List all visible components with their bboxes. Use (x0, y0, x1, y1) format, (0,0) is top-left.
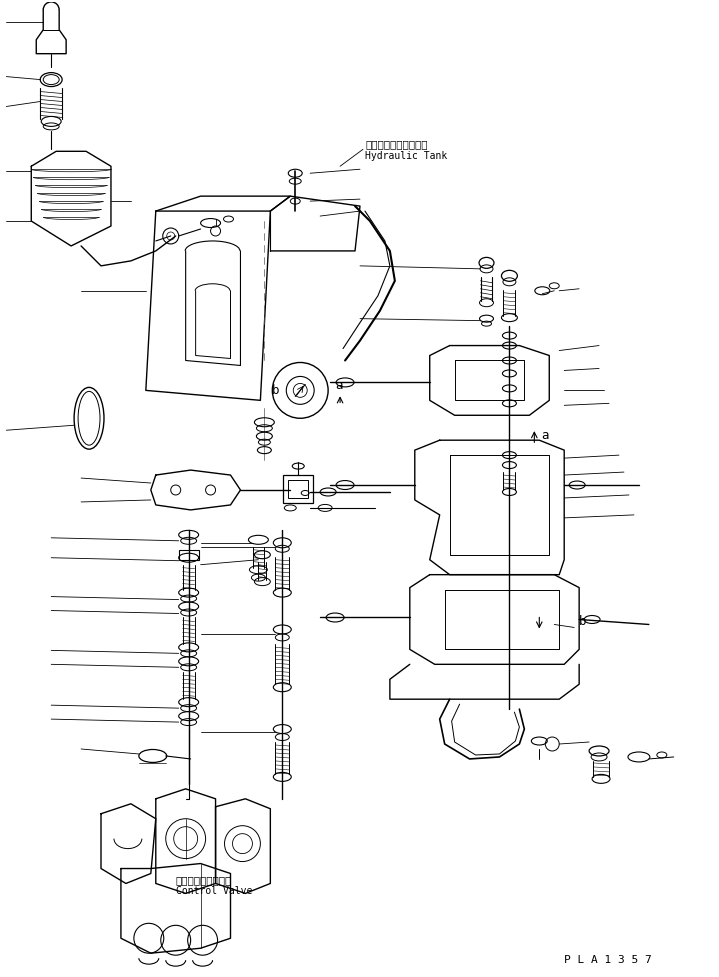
Text: Control Valve: Control Valve (175, 886, 252, 897)
Text: ハイドロリックタンク: ハイドロリックタンク (365, 140, 428, 149)
Text: a: a (541, 429, 549, 442)
Text: Hydraulic Tank: Hydraulic Tank (365, 151, 447, 161)
Text: b: b (273, 384, 280, 397)
Bar (283, 475, 313, 503)
Bar (288, 480, 308, 498)
Text: a: a (335, 379, 342, 392)
Text: P L A 1 3 5 7: P L A 1 3 5 7 (564, 956, 652, 965)
Text: コントロールバルブ: コントロールバルブ (175, 875, 232, 885)
Bar (179, 550, 198, 560)
Text: b: b (579, 615, 587, 628)
